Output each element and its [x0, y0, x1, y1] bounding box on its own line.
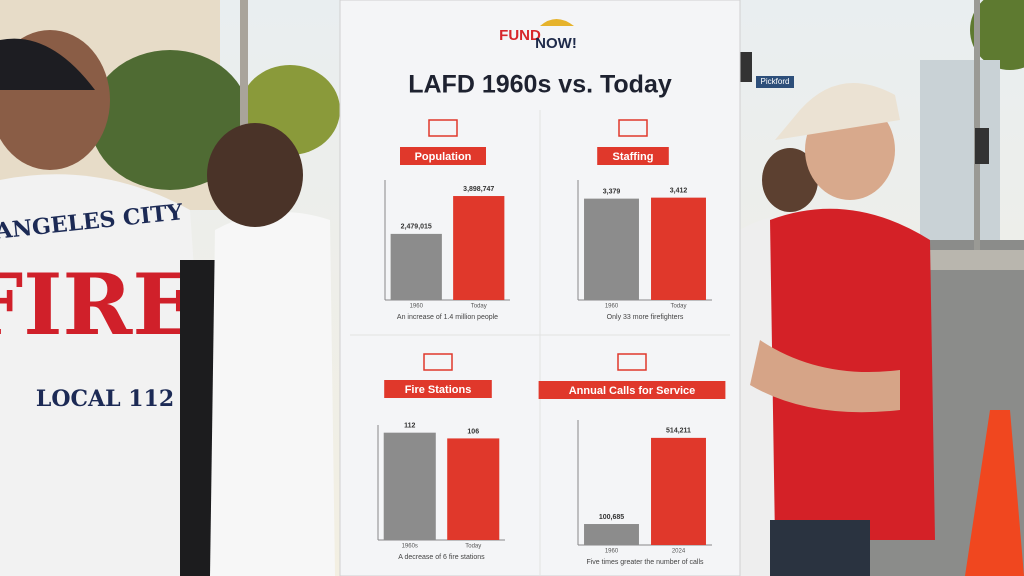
poster-title: LAFD 1960s vs. Today [408, 71, 672, 99]
value-label: 112 [404, 423, 415, 430]
bar [390, 233, 442, 300]
chart-title-box [384, 380, 492, 398]
value-label: 3,412 [670, 187, 688, 194]
person-cap [775, 83, 900, 140]
logo-text: NOW! [535, 35, 577, 52]
chart-icon [428, 119, 458, 137]
chart-title: Fire Stations [405, 384, 472, 396]
value-label: 2,479,015 [401, 224, 432, 231]
logo-text: FUND [499, 27, 541, 44]
person-cap [0, 38, 95, 90]
person-head [762, 148, 818, 212]
value-label: 3,898,747 [463, 186, 494, 193]
chart-caption: An increase of 1.4 million people [397, 314, 498, 321]
chart-icon [423, 353, 453, 371]
x-tick-label: Today [670, 304, 686, 310]
chart-icon [617, 353, 647, 371]
bar [584, 198, 639, 300]
chart-title: Population [415, 151, 472, 163]
chart-title-box [597, 147, 669, 165]
person-shirt [210, 212, 335, 576]
x-tick-label: 1960s [402, 544, 418, 550]
x-tick-label: 1960 [410, 304, 424, 310]
traffic-light [975, 128, 989, 164]
x-tick-label: Today [471, 304, 487, 310]
chart-caption: Only 33 more firefighters [607, 314, 684, 321]
x-tick-label: Today [465, 544, 481, 550]
x-tick-label: 1960 [605, 549, 619, 555]
value-label: 106 [467, 428, 479, 435]
value-label: 100,685 [599, 514, 624, 521]
person-head [207, 123, 303, 227]
x-tick-label: 1960 [605, 304, 619, 310]
traffic-cone [965, 410, 1024, 576]
chart-title-box [538, 381, 726, 399]
x-tick-label: 2024 [672, 549, 686, 555]
logo-helmet [540, 19, 574, 26]
street-sign-text: Pickford [761, 77, 790, 86]
bar [453, 196, 505, 300]
chart-title: Annual Calls for Service [569, 385, 696, 397]
bar [651, 437, 706, 545]
shirt-text: LOCAL 112 [36, 386, 174, 412]
chart-icon [618, 119, 648, 137]
shirt-text: FIRE [0, 255, 196, 354]
pole [974, 0, 980, 250]
value-label: 514,211 [666, 428, 691, 435]
chart-caption: Five times greater the number of calls [586, 559, 704, 566]
bar [383, 432, 436, 540]
tree [90, 50, 250, 190]
value-label: 3,379 [603, 188, 621, 195]
chart-title: Staffing [613, 151, 654, 163]
street-sign [756, 76, 794, 88]
chart-title-box [400, 147, 486, 165]
chart-caption: A decrease of 6 fire stations [398, 554, 485, 561]
person-jeans [770, 520, 870, 576]
person-arm [750, 340, 900, 413]
person-shirt [0, 174, 215, 576]
tree [970, 0, 1024, 70]
traffic-light [740, 52, 752, 82]
bar [651, 197, 706, 300]
bar [584, 524, 639, 545]
bar [447, 438, 500, 540]
